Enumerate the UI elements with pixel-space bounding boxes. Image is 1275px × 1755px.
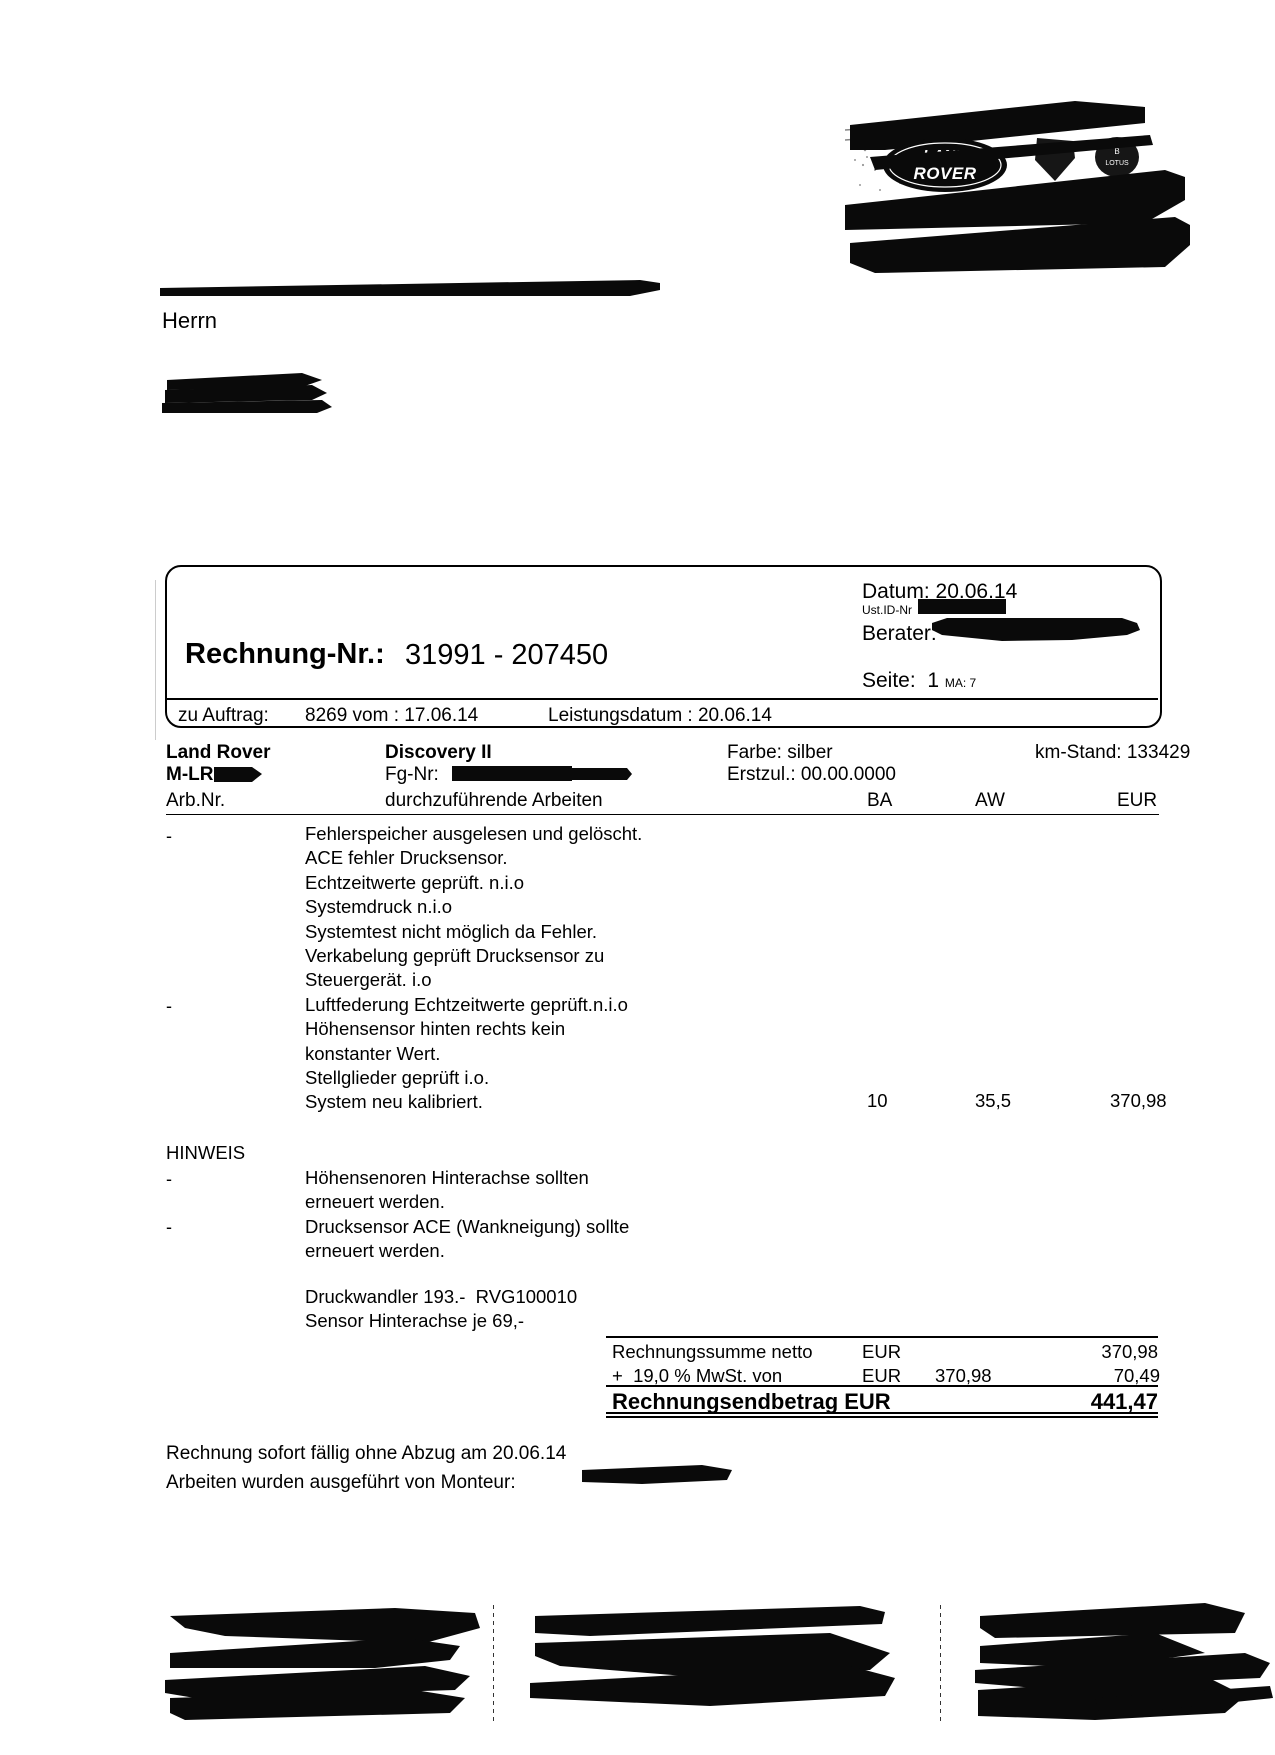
svg-text:LOTUS: LOTUS bbox=[1105, 160, 1129, 167]
svg-text:ROVER: ROVER bbox=[914, 164, 977, 183]
